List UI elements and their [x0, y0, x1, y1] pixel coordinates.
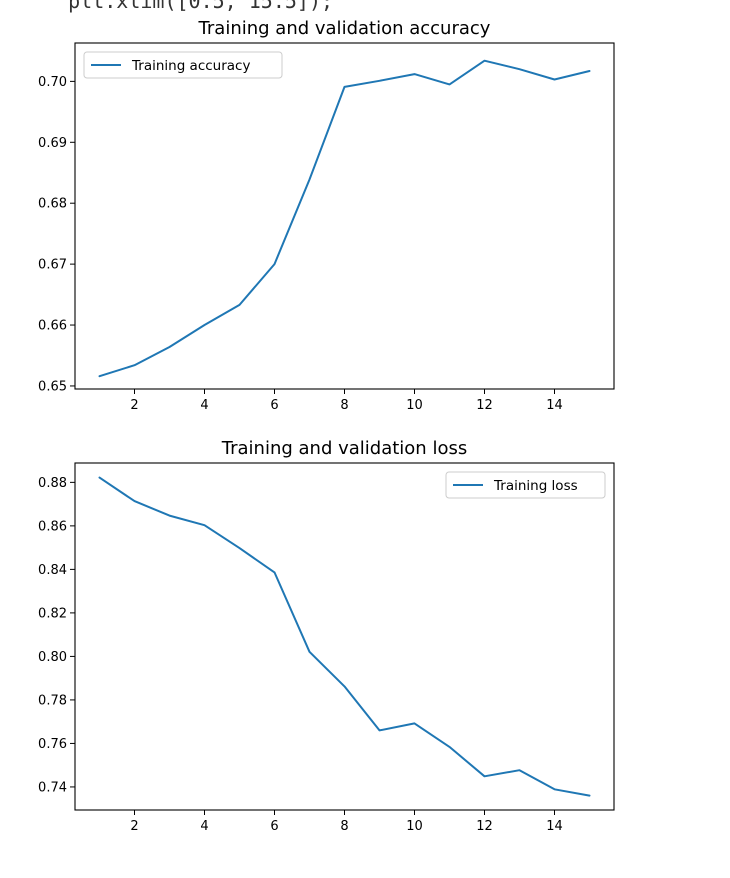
- x-tick-label: 10: [406, 398, 423, 413]
- legend-label: Training accuracy: [131, 58, 250, 74]
- x-tick-label: 14: [546, 819, 563, 834]
- y-tick-label: 0.82: [38, 606, 67, 621]
- series-line: [98, 59, 591, 378]
- x-tick-label: 2: [130, 398, 138, 413]
- y-tick-label: 0.67: [38, 258, 67, 273]
- x-tick-label: 8: [340, 819, 348, 834]
- y-tick-label: 0.68: [38, 197, 67, 212]
- y-tick-label: 0.66: [38, 319, 67, 334]
- legend: Training accuracy: [83, 51, 283, 79]
- x-tick-label: 4: [200, 819, 208, 834]
- y-tick-label: 0.84: [38, 563, 67, 578]
- x-tick-label: 10: [406, 819, 423, 834]
- y-tick-label: 0.78: [38, 693, 67, 708]
- loss-chart: Training and validation loss 2 4 6 8 10 12 14 0.…: [38, 438, 615, 834]
- code-text: plt.xlim([0.5, 15.5]);: [32, 0, 334, 13]
- y-tick-label: 0.86: [38, 519, 67, 534]
- x-tick-label: 14: [546, 398, 563, 413]
- legend: Training loss: [445, 471, 606, 499]
- code-cell-fragment: plt.xlim([0.5, 15.5]);: [0, 0, 730, 14]
- accuracy-chart: Training and validation accuracy 2 4 6 8 10 12…: [38, 18, 615, 413]
- y-tick-label: 0.70: [38, 75, 67, 90]
- x-tick-label: 8: [340, 398, 348, 413]
- plot-frame: [74, 462, 615, 811]
- plot-frame: [74, 42, 615, 390]
- y-tick-label: 0.69: [38, 136, 67, 151]
- series-line: [98, 476, 591, 797]
- y-tick-label: 0.76: [38, 737, 67, 752]
- y-tick-label: 0.65: [38, 379, 67, 394]
- chart-title: Training and validation loss: [221, 438, 467, 459]
- x-tick-label: 12: [476, 398, 493, 413]
- x-tick-label: 6: [270, 398, 278, 413]
- legend-box: [83, 51, 283, 79]
- x-tick-label: 2: [130, 819, 138, 834]
- x-tick-label: 6: [270, 819, 278, 834]
- legend-box: [445, 471, 606, 499]
- legend-label: Training loss: [493, 478, 578, 494]
- y-tick-label: 0.88: [38, 476, 67, 491]
- chart-title: Training and validation accuracy: [198, 18, 491, 39]
- x-tick-label: 4: [200, 398, 208, 413]
- y-tick-label: 0.74: [38, 780, 67, 795]
- y-tick-label: 0.80: [38, 650, 67, 665]
- x-tick-label: 12: [476, 819, 493, 834]
